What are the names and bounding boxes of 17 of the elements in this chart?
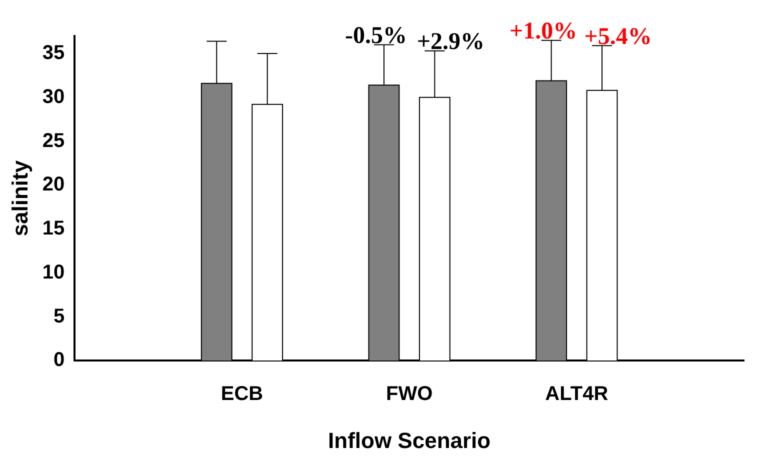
y-tick-label: 15 [42, 218, 65, 240]
annotation: -0.5% [344, 22, 407, 49]
annotation: +2.9% [416, 29, 485, 56]
y-tick-label: 35 [42, 42, 65, 64]
y-tick-label: 25 [42, 130, 65, 152]
y-tick-label: 5 [54, 305, 65, 328]
y-tick-label: 0 [54, 349, 65, 372]
y-axis-title: salinity [7, 160, 32, 236]
annotation: +5.4% [584, 24, 652, 50]
y-tick-label: 10 [42, 261, 65, 284]
x-tick-label: FWO [386, 383, 433, 406]
x-tick-label: ECB [220, 383, 264, 406]
x-axis-title: Inflow Scenario [328, 428, 491, 453]
x-tick-label: ALT4R [545, 383, 609, 406]
annotation: +1.0% [509, 18, 578, 45]
y-tick-label: 30 [42, 86, 65, 108]
y-tick-label: 20 [42, 174, 65, 196]
